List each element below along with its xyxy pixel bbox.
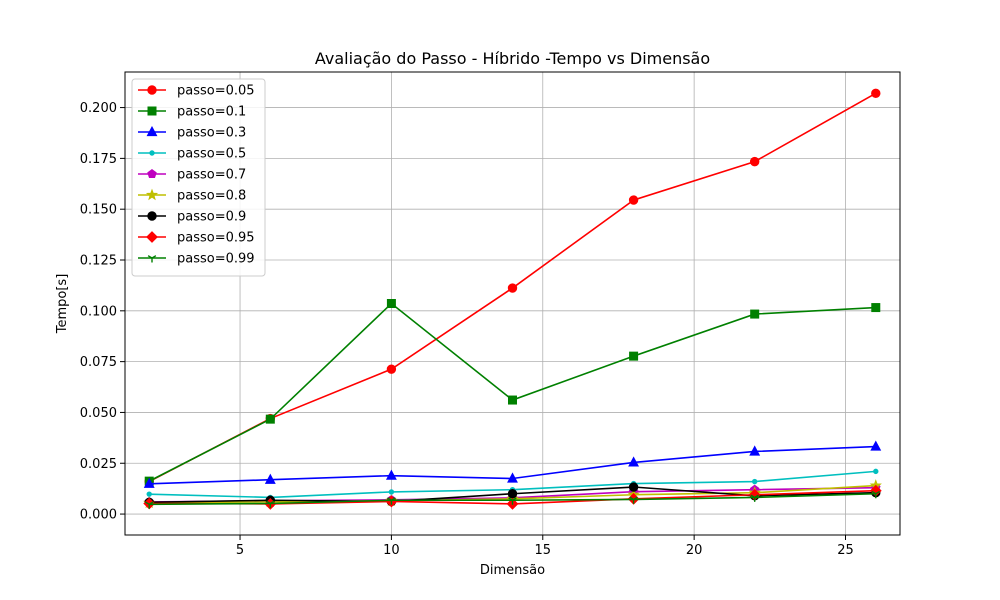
series-group xyxy=(143,88,882,510)
legend-marker xyxy=(147,255,157,263)
data-point xyxy=(628,195,639,205)
data-point xyxy=(750,309,760,319)
x-axis-label: Dimensão xyxy=(480,563,545,578)
y-tick-label: 0.150 xyxy=(80,203,117,218)
data-point xyxy=(628,456,640,467)
legend-entry: passo=0.05 xyxy=(138,84,255,99)
legend-label: passo=0.9 xyxy=(177,210,246,225)
data-point xyxy=(507,283,518,293)
data-point xyxy=(751,478,758,485)
series-passo-0-3 xyxy=(143,440,882,488)
plot-frame xyxy=(124,71,901,536)
data-point xyxy=(507,489,518,499)
legend-box xyxy=(131,78,266,277)
data-point xyxy=(265,414,275,424)
legend-marker xyxy=(147,211,157,221)
x-tick-label: 15 xyxy=(535,543,552,558)
data-point xyxy=(144,501,154,509)
data-point xyxy=(871,88,881,99)
data-point xyxy=(507,472,518,483)
data-point xyxy=(386,364,397,374)
y-axis: 0.000 0.025 0.050 0.075 0.100 0.125 0.150 0.175… xyxy=(80,101,125,523)
legend: passo=0.05 passo=0.1 passo=0.3 passo=0.5 pas… xyxy=(131,78,266,277)
data-point xyxy=(873,468,879,475)
legend-label: passo=0.99 xyxy=(177,252,255,267)
y-tick-label: 0.100 xyxy=(80,304,117,319)
legend-entry: passo=0.95 xyxy=(138,231,255,246)
legend-entry: passo=0.1 xyxy=(138,105,246,120)
legend-label: passo=0.95 xyxy=(177,231,255,246)
legend-entry: passo=0.8 xyxy=(138,189,246,204)
series-passo-0-99 xyxy=(144,490,881,509)
data-point xyxy=(264,473,276,484)
y-tick-label: 0.050 xyxy=(80,406,117,421)
data-point xyxy=(143,477,155,488)
y-axis-label: Tempo[s] xyxy=(55,274,70,335)
y-tick-label: 0.200 xyxy=(80,101,117,116)
legend-label: passo=0.1 xyxy=(177,105,246,120)
chart-title: Avaliação do Passo - Híbrido -Tempo vs D… xyxy=(315,49,710,68)
legend-entry: passo=0.99 xyxy=(138,252,255,267)
y-tick-label: 0.175 xyxy=(80,152,117,167)
x-tick-label: 25 xyxy=(837,543,854,558)
x-tick-label: 10 xyxy=(383,543,400,558)
data-point xyxy=(871,490,881,499)
data-point xyxy=(628,482,639,492)
data-point xyxy=(508,395,517,405)
data-point xyxy=(387,497,396,505)
data-point xyxy=(508,497,517,505)
legend-label: passo=0.8 xyxy=(177,189,246,204)
legend-label: passo=0.05 xyxy=(177,84,255,99)
y-tick-label: 0.125 xyxy=(80,254,117,269)
legend-marker xyxy=(149,150,155,156)
data-point xyxy=(388,489,395,495)
legend-label: passo=0.3 xyxy=(177,126,246,141)
data-point xyxy=(871,303,881,313)
legend-label: passo=0.7 xyxy=(177,168,246,183)
data-point xyxy=(750,494,759,502)
y-tick-label: 0.000 xyxy=(80,508,117,523)
legend-marker xyxy=(146,125,158,137)
x-tick-label: 5 xyxy=(236,543,244,558)
x-tick-label: 20 xyxy=(686,543,703,558)
data-point xyxy=(749,156,760,167)
legend-marker xyxy=(146,231,158,243)
legend-entry: passo=0.9 xyxy=(138,210,246,225)
data-point xyxy=(386,299,396,308)
legend-label: passo=0.5 xyxy=(177,147,246,162)
legend-marker xyxy=(145,188,159,201)
legend-entry: passo=0.5 xyxy=(138,147,246,162)
data-point xyxy=(629,351,639,361)
data-point xyxy=(385,469,397,480)
legend-entry: passo=0.3 xyxy=(138,126,246,141)
y-tick-label: 0.075 xyxy=(80,355,117,370)
legend-marker xyxy=(147,85,157,95)
data-point xyxy=(749,445,761,456)
legend-entry: passo=0.7 xyxy=(138,168,246,183)
legend-marker xyxy=(147,168,157,179)
y-tick-label: 0.025 xyxy=(80,457,117,472)
data-point xyxy=(870,440,882,451)
data-point xyxy=(146,491,152,497)
data-point xyxy=(629,496,638,504)
data-point xyxy=(266,500,275,508)
legend-marker xyxy=(147,106,157,116)
x-axis: 5 10 15 20 25 xyxy=(236,535,854,558)
